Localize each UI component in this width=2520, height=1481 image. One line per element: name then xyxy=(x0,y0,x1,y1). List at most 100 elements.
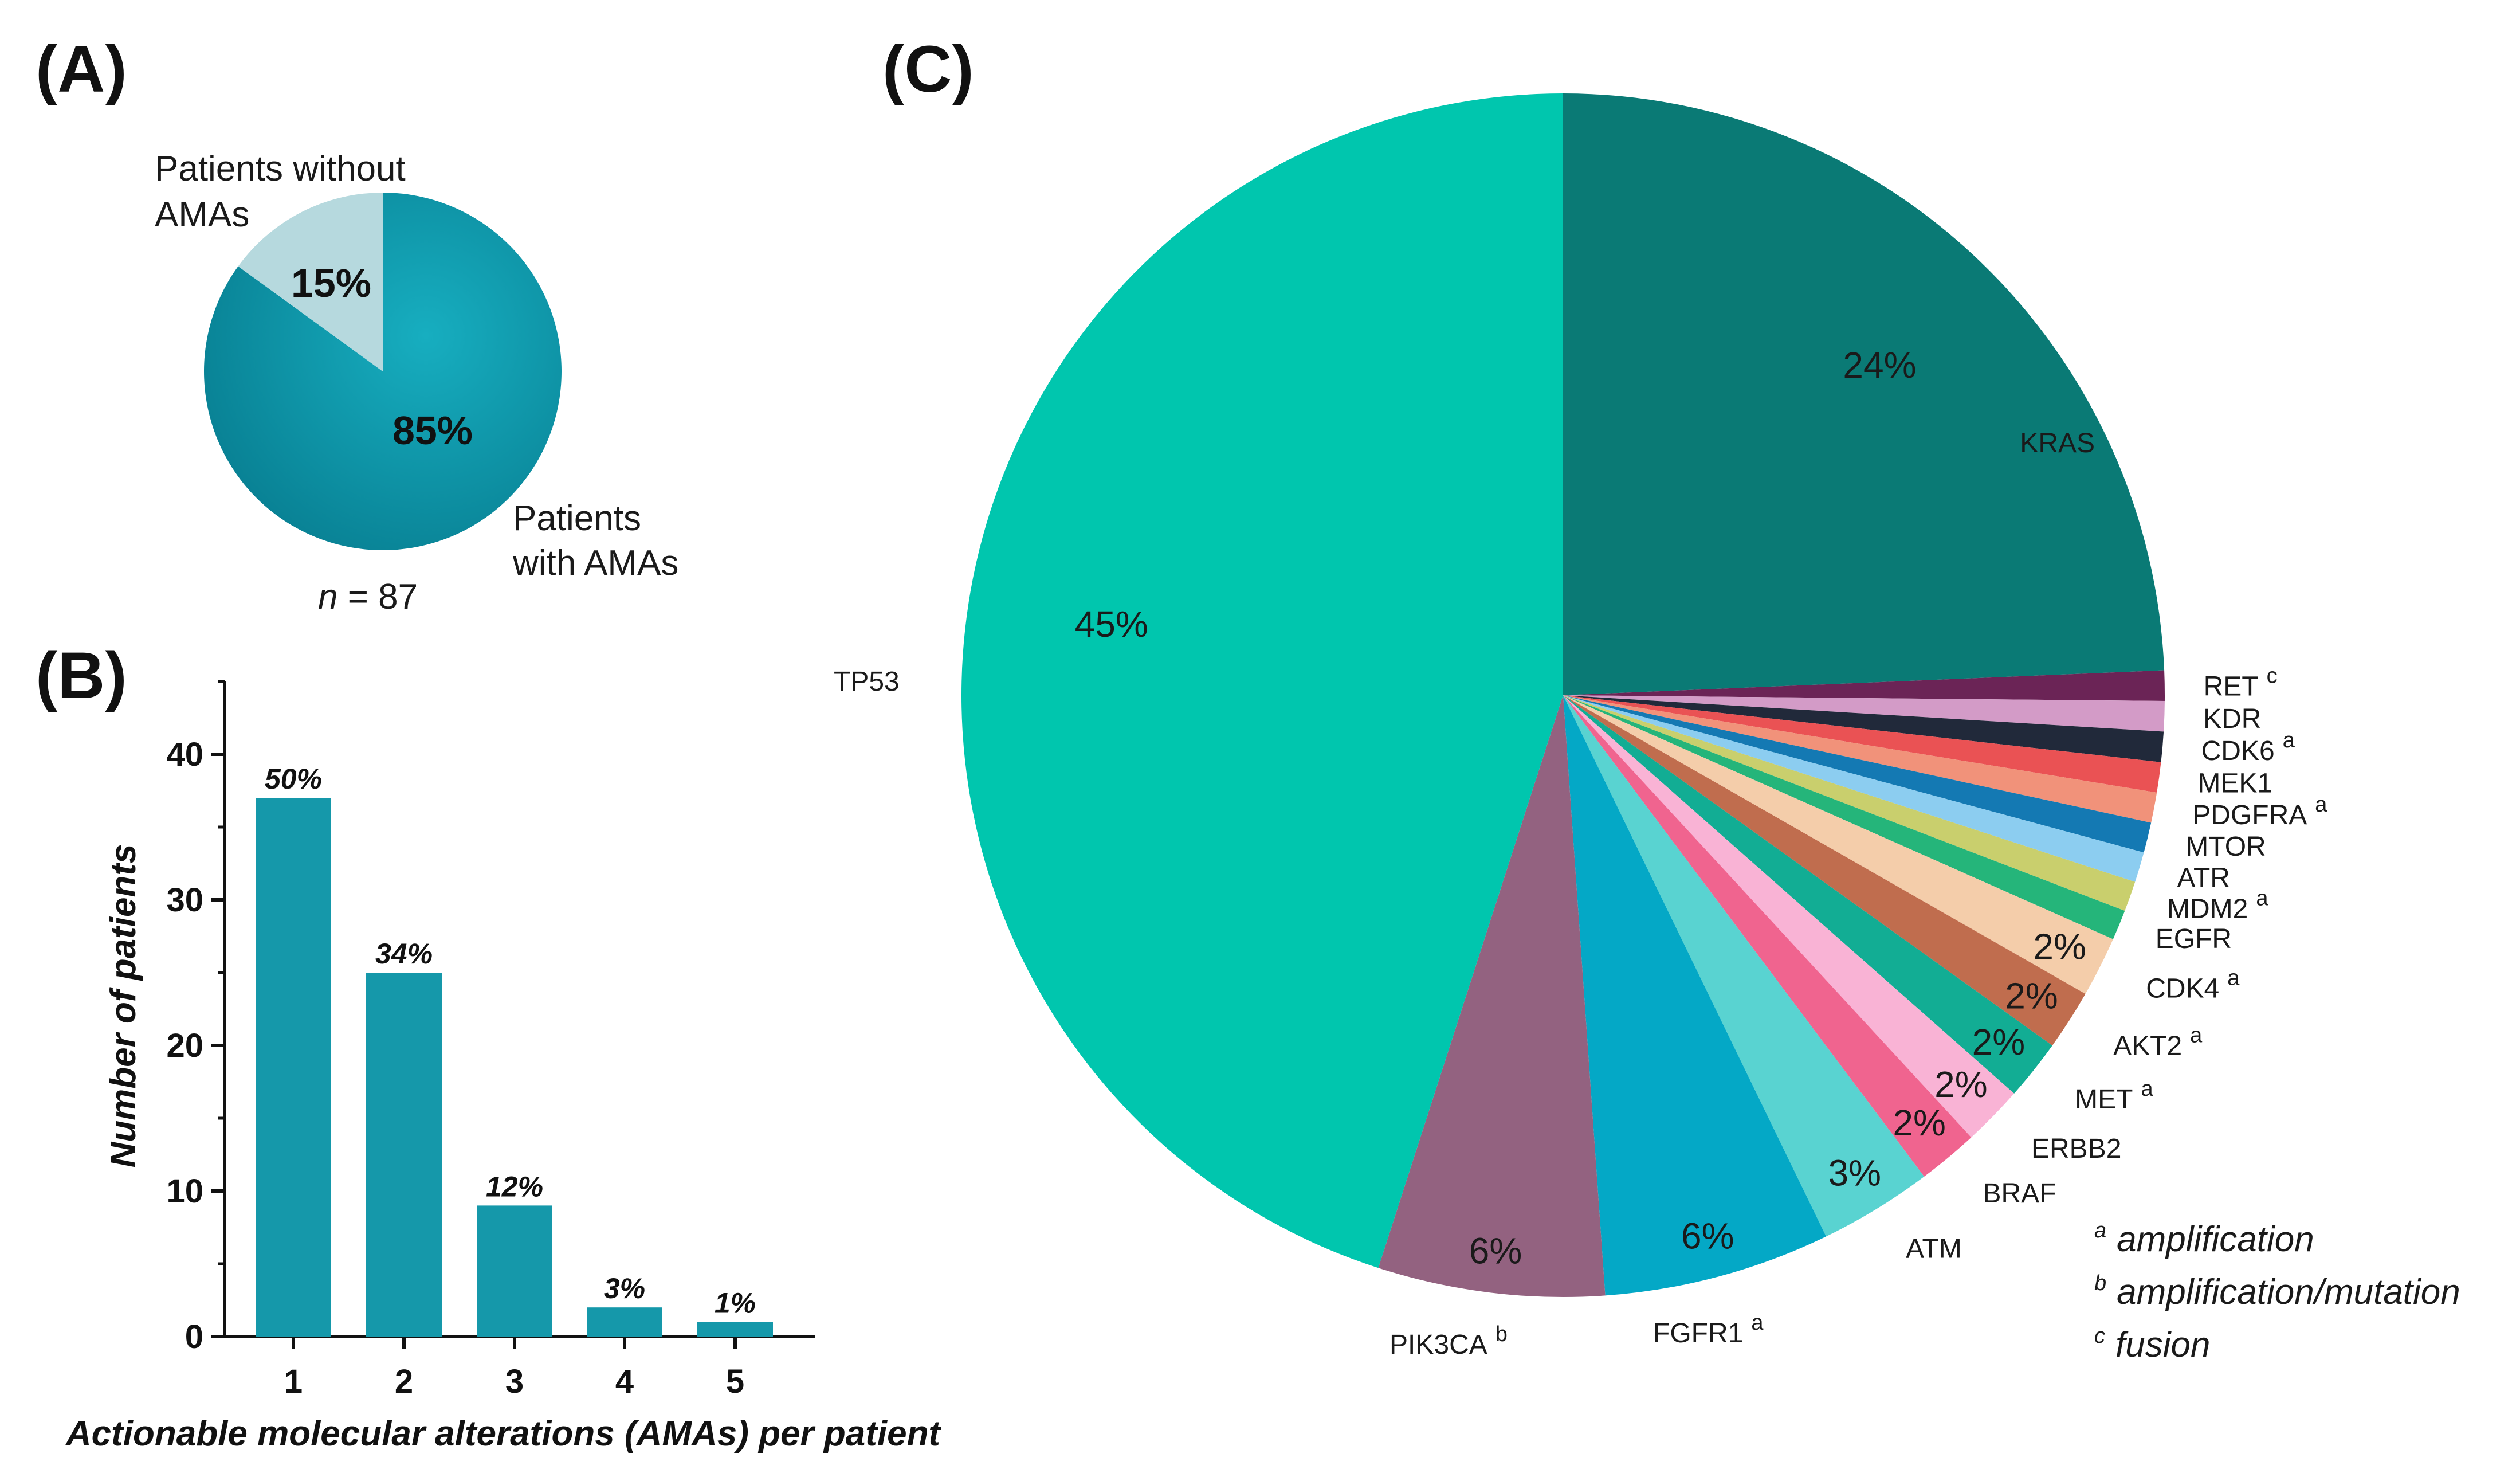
pie-a-slice-without-amas xyxy=(238,193,383,371)
gene-footnote-mark: a xyxy=(2141,1077,2153,1101)
y-tick-label: 10 xyxy=(166,1173,203,1210)
gene-name: KRAS xyxy=(2020,428,2095,459)
gene-label-cdk4: CDK4 a xyxy=(2146,966,2240,1004)
y-axis-label: Number of patients xyxy=(104,844,143,1168)
y-tick-label: 40 xyxy=(166,736,203,773)
panel-a-label: (A) xyxy=(36,33,127,106)
x-tick-label: 3 xyxy=(505,1363,524,1400)
y-tick-label: 0 xyxy=(185,1318,203,1355)
pie-a-with-label-line2: with AMAs xyxy=(512,543,678,583)
gene-footnote-mark: b xyxy=(1495,1322,1508,1346)
slice-pdgfra xyxy=(1563,695,2157,823)
n-italic: n xyxy=(318,577,337,617)
legend-sup: b xyxy=(2094,1271,2106,1295)
slice-kdr xyxy=(1563,695,2165,732)
gene-label-kras: KRAS xyxy=(2020,428,2095,459)
gene-name: KDR xyxy=(2203,704,2261,734)
legend-text: amplification/mutation xyxy=(2117,1272,2460,1312)
y-tick-label: 20 xyxy=(166,1027,203,1064)
patients-pie-chart: 85% 15% Patients without AMAs Patients w… xyxy=(155,149,678,617)
gene-label-braf: BRAF xyxy=(1983,1178,2056,1209)
pie-a-slice-with-amas xyxy=(204,193,562,551)
slice-fgfr1 xyxy=(1563,695,1827,1296)
gene-label-met: MET a xyxy=(2075,1077,2153,1115)
pct-label-erbb2: 2% xyxy=(1934,1064,1988,1105)
pct-label-cdk4: 2% xyxy=(2033,926,2086,967)
gene-name: MEK1 xyxy=(2197,768,2272,798)
gene-name: TP53 xyxy=(834,667,900,697)
slice-atm xyxy=(1563,695,1925,1237)
slice-pik3ca xyxy=(1378,695,1606,1297)
gene-label-cdk6: CDK6 a xyxy=(2201,728,2295,766)
x-tick-label: 5 xyxy=(726,1363,744,1400)
bar-label-3: 12% xyxy=(486,1170,543,1202)
gene-footnote-mark: a xyxy=(2315,793,2327,817)
gene-name: MTOR xyxy=(2185,832,2266,862)
panel-c-label: (C) xyxy=(882,33,974,106)
gene-label-egfr: EGFR xyxy=(2156,924,2232,954)
gene-label-atr: ATR xyxy=(2177,863,2230,894)
gene-name: PIK3CA xyxy=(1389,1330,1487,1360)
slice-met xyxy=(1563,695,2052,1094)
slice-atr xyxy=(1563,695,2144,882)
pct-label-braf: 2% xyxy=(1893,1102,1946,1143)
gene-footnote-mark: c xyxy=(2267,664,2278,688)
pie-a-n-label: n = 87 xyxy=(318,577,418,617)
gene-name: PDGFRA xyxy=(2192,800,2307,830)
pct-label-fgfr1: 6% xyxy=(1681,1215,1734,1256)
gene-label-akt2: AKT2 a xyxy=(2113,1023,2203,1061)
legend-sup: a xyxy=(2094,1219,2106,1243)
slice-cdk6 xyxy=(1563,695,2164,762)
slice-erbb2 xyxy=(1563,695,2015,1138)
bar-label-1: 50% xyxy=(265,763,322,795)
pie-a-without-label-line1: Patients without xyxy=(155,149,406,189)
gene-name: AKT2 xyxy=(2113,1031,2182,1061)
gene-label-mdm2: MDM2 a xyxy=(2167,886,2268,924)
pct-label-kras: 24% xyxy=(1843,344,1916,386)
gene-label-erbb2: ERBB2 xyxy=(2031,1134,2121,1164)
slice-tp53 xyxy=(961,93,1563,1268)
legend-sup: c xyxy=(2094,1324,2105,1348)
pie-a-label-15: 15% xyxy=(291,261,371,305)
slice-ret xyxy=(1563,670,2165,702)
gene-name: CDK6 xyxy=(2201,736,2275,766)
gene-label-tp53: TP53 xyxy=(834,667,900,697)
gene-footnote-mark: a xyxy=(2190,1023,2203,1047)
gene-label-mek1: MEK1 xyxy=(2197,768,2272,798)
bar-label-5: 1% xyxy=(715,1287,756,1319)
pie-a-with-label-line1: Patients xyxy=(513,499,641,538)
legend-text: fusion xyxy=(2115,1325,2210,1365)
bar-4 xyxy=(587,1307,662,1337)
panel-b-label: (B) xyxy=(36,639,127,712)
slice-mtor xyxy=(1563,695,2152,853)
y-tick-label: 30 xyxy=(166,881,203,919)
gene-name: MET xyxy=(2075,1084,2133,1115)
gene-label-atm: ATM xyxy=(1906,1233,1962,1264)
gene-name: MDM2 xyxy=(2167,894,2248,924)
gene-name: BRAF xyxy=(1983,1178,2056,1209)
gene-label-pdgfra: PDGFRA a xyxy=(2192,793,2327,830)
gene-label-kdr: KDR xyxy=(2203,704,2261,734)
slice-mdm2 xyxy=(1563,695,2136,911)
bar-label-2: 34% xyxy=(375,938,433,970)
gene-name: FGFR1 xyxy=(1653,1318,1743,1349)
gene-footnote-mark: a xyxy=(2227,966,2240,990)
bar-2 xyxy=(366,973,442,1337)
bar-3 xyxy=(477,1205,552,1337)
gene-label-pik3ca: PIK3CA b xyxy=(1389,1322,1508,1360)
gene-label-ret: RET c xyxy=(2204,664,2278,702)
n-value: = 87 xyxy=(337,577,418,617)
amas-bar-chart: 0 10 20 30 40 50% 34% 12% 3% 1% 1 2 3 4 5 Number of … xyxy=(65,680,942,1453)
gene-footnote-mark: a xyxy=(1751,1311,1764,1335)
x-axis-label: Actionable molecular alterations (AMAs) … xyxy=(65,1414,942,1453)
gene-name: RET xyxy=(2204,671,2259,702)
pct-label-atm: 3% xyxy=(1828,1152,1882,1193)
pct-label-akt2: 2% xyxy=(2005,975,2058,1016)
pie-a-label-85: 85% xyxy=(392,408,473,453)
slice-cdk4 xyxy=(1563,695,2113,994)
legend-item-b: b amplification/mutation xyxy=(2094,1271,2460,1312)
gene-label-fgfr1: FGFR1 a xyxy=(1653,1311,1764,1349)
gene-name: ERBB2 xyxy=(2031,1134,2121,1164)
slice-akt2 xyxy=(1563,695,2086,1046)
x-tick-label: 4 xyxy=(615,1363,634,1400)
